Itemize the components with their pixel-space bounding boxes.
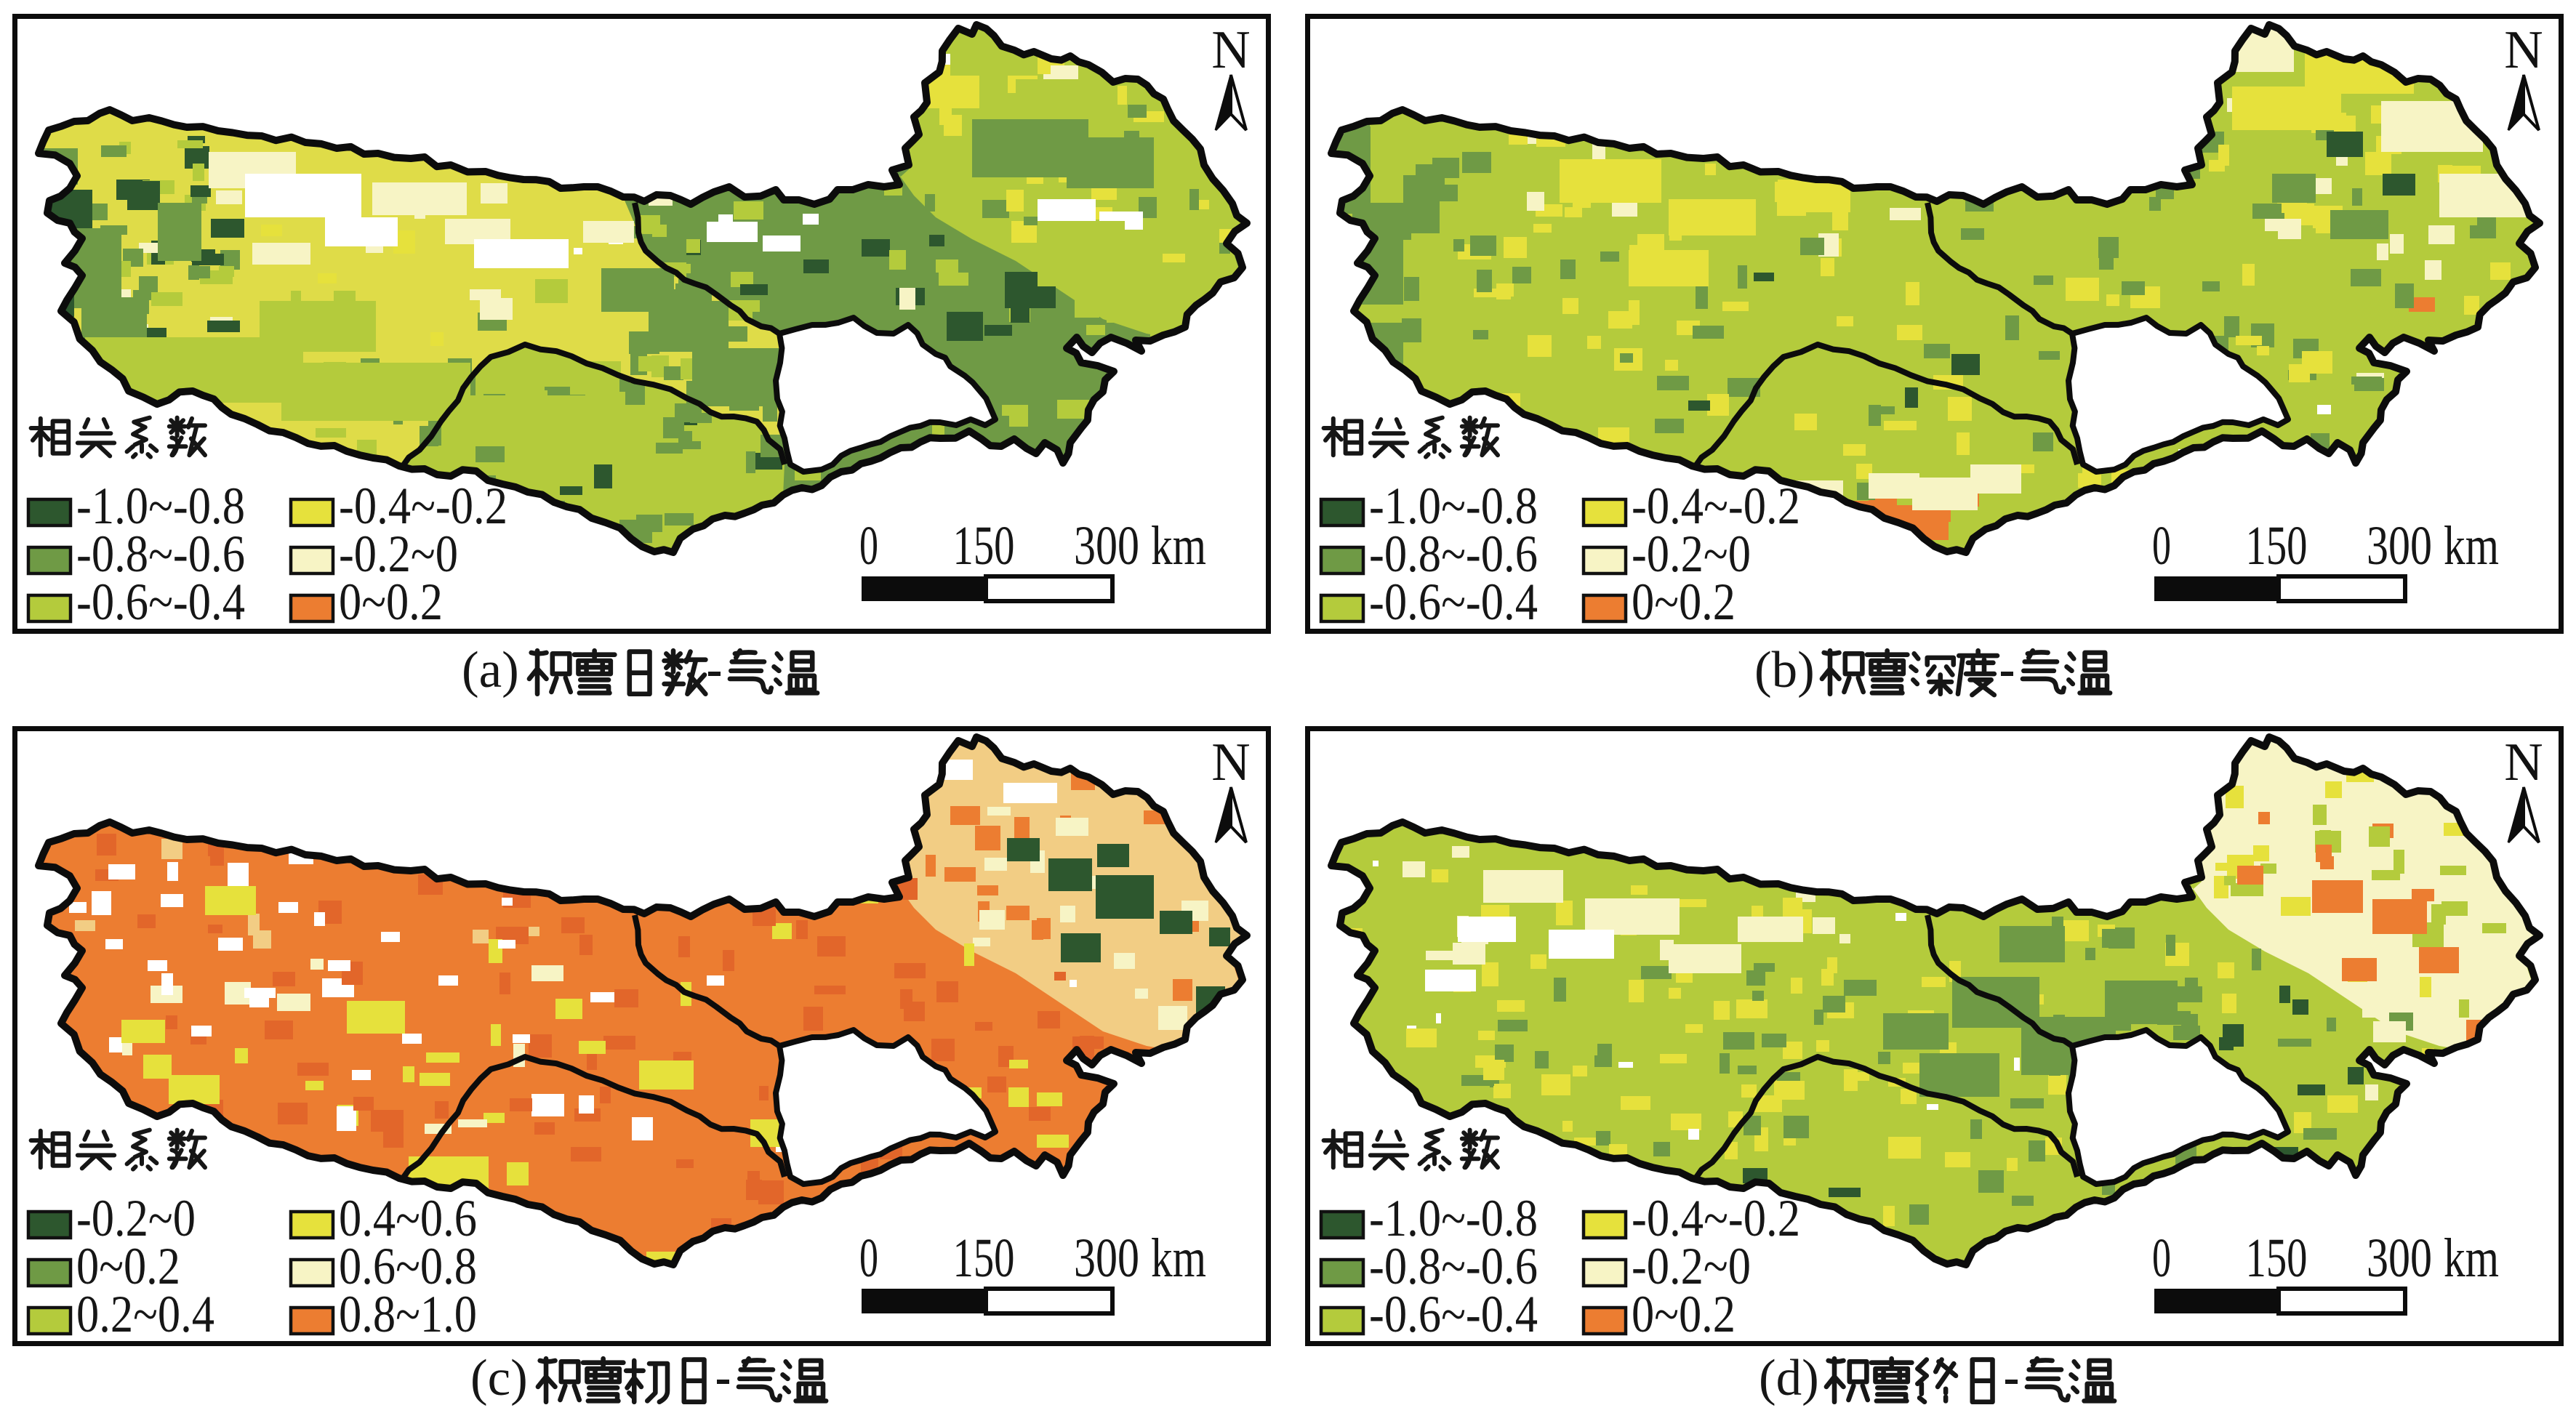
svg-text:0: 0 (2152, 515, 2171, 576)
svg-text:(a): (a) (462, 642, 519, 699)
svg-text:N: N (1211, 733, 1250, 792)
svg-text:150: 150 (2246, 1228, 2308, 1289)
svg-text:300: 300 (1074, 515, 1139, 576)
svg-text:(c): (c) (470, 1350, 528, 1406)
svg-text:-0.4~-0.2: -0.4~-0.2 (1632, 477, 1800, 535)
svg-text:0: 0 (859, 515, 878, 576)
svg-text:0~0.2: 0~0.2 (1632, 573, 1736, 631)
svg-text:0~0.2: 0~0.2 (339, 573, 443, 631)
svg-text:-0.2~0: -0.2~0 (339, 525, 458, 583)
svg-text:150: 150 (953, 1228, 1015, 1289)
svg-text:-0.8~-0.6: -0.8~-0.6 (1369, 525, 1538, 583)
svg-text:0.4~0.6: 0.4~0.6 (339, 1189, 477, 1247)
svg-text:km: km (1151, 1228, 1206, 1289)
svg-text:-1.0~-0.8: -1.0~-0.8 (76, 477, 245, 535)
svg-text:-0.8~-0.6: -0.8~-0.6 (1369, 1237, 1538, 1295)
svg-text:(b): (b) (1754, 642, 1815, 699)
svg-text:0~0.2: 0~0.2 (1632, 1285, 1736, 1343)
svg-text:N: N (2504, 733, 2543, 792)
svg-text:-0.6~-0.4: -0.6~-0.4 (76, 573, 245, 631)
svg-text:km: km (1151, 515, 1206, 576)
svg-text:0~0.2: 0~0.2 (76, 1237, 180, 1295)
svg-text:0: 0 (2152, 1228, 2171, 1289)
svg-text:-1.0~-0.8: -1.0~-0.8 (1369, 477, 1538, 535)
svg-text:-1.0~-0.8: -1.0~-0.8 (1369, 1189, 1538, 1247)
svg-text:-0.6~-0.4: -0.6~-0.4 (1369, 573, 1538, 631)
svg-text:-0.4~-0.2: -0.4~-0.2 (339, 477, 507, 535)
svg-text:0.6~0.8: 0.6~0.8 (339, 1237, 477, 1295)
svg-text:300: 300 (1074, 1228, 1139, 1289)
svg-text:km: km (2444, 515, 2499, 576)
svg-text:-0.8~-0.6: -0.8~-0.6 (76, 525, 245, 583)
svg-text:300: 300 (2367, 515, 2432, 576)
svg-text:300: 300 (2367, 1228, 2432, 1289)
svg-text:-0.2~0: -0.2~0 (1632, 1237, 1751, 1295)
svg-text:0.2~0.4: 0.2~0.4 (76, 1285, 214, 1343)
svg-text:km: km (2444, 1228, 2499, 1289)
svg-text:0.8~1.0: 0.8~1.0 (339, 1285, 477, 1343)
svg-text:150: 150 (953, 515, 1015, 576)
svg-text:N: N (1211, 20, 1250, 80)
svg-text:-0.6~-0.4: -0.6~-0.4 (1369, 1285, 1538, 1343)
svg-text:-0.4~-0.2: -0.4~-0.2 (1632, 1189, 1800, 1247)
svg-text:-0.2~0: -0.2~0 (1632, 525, 1751, 583)
svg-text:0: 0 (859, 1228, 878, 1289)
svg-text:(d): (d) (1759, 1350, 1819, 1406)
svg-text:-0.2~0: -0.2~0 (76, 1189, 196, 1247)
svg-text:150: 150 (2246, 515, 2308, 576)
svg-text:N: N (2504, 20, 2543, 80)
